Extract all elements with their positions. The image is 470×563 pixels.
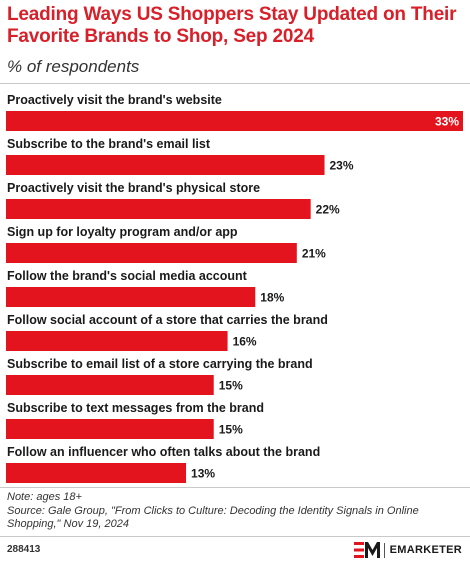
footer-divider (0, 536, 470, 537)
chart-notes: Note: ages 18+ Source: Gale Group, "From… (7, 491, 447, 532)
bar (6, 419, 214, 439)
value-label: 16% (233, 335, 257, 349)
value-label: 15% (219, 379, 243, 393)
category-label: Sign up for loyalty program and/or app (7, 225, 238, 239)
category-label: Proactively visit the brand's physical s… (7, 181, 260, 195)
value-label: 23% (330, 159, 354, 173)
bar-chart: Proactively visit the brand's website 33%… (6, 93, 463, 483)
category-label: Subscribe to email list of a store carry… (7, 357, 313, 371)
note-text: Note: ages 18+ (7, 491, 82, 503)
value-label: 33% (435, 115, 459, 129)
bar (6, 375, 214, 395)
bar (6, 243, 297, 263)
brand-logo: EMARKETER (353, 541, 462, 559)
emarketer-logo-icon (353, 542, 380, 558)
bottom-divider (0, 487, 470, 488)
value-label: 18% (260, 291, 284, 305)
category-label: Follow an influencer who often talks abo… (7, 445, 320, 459)
bar (6, 287, 256, 307)
bar (6, 199, 311, 219)
bar (6, 463, 187, 483)
bar (6, 155, 325, 175)
category-label: Proactively visit the brand's website (7, 93, 222, 107)
brand-separator (383, 542, 385, 558)
top-divider (0, 83, 470, 84)
category-label: Follow social account of a store that ca… (7, 313, 328, 327)
chart-id: 288413 (7, 544, 41, 555)
source-text: Source: Gale Group, "From Clicks to Cult… (7, 504, 419, 531)
chart-title: Leading Ways US Shoppers Stay Updated on… (7, 4, 457, 47)
bar (6, 331, 228, 351)
brand-name: EMARKETER (389, 544, 462, 556)
category-label: Subscribe to the brand's email list (7, 137, 211, 151)
value-label: 13% (191, 467, 215, 481)
category-label: Follow the brand's social media account (7, 269, 248, 283)
bar (6, 111, 463, 131)
value-label: 22% (316, 203, 340, 217)
value-label: 15% (219, 423, 243, 437)
chart-subtitle: % of respondents (7, 57, 140, 76)
category-label: Subscribe to text messages from the bran… (7, 401, 264, 415)
value-label: 21% (302, 247, 326, 261)
